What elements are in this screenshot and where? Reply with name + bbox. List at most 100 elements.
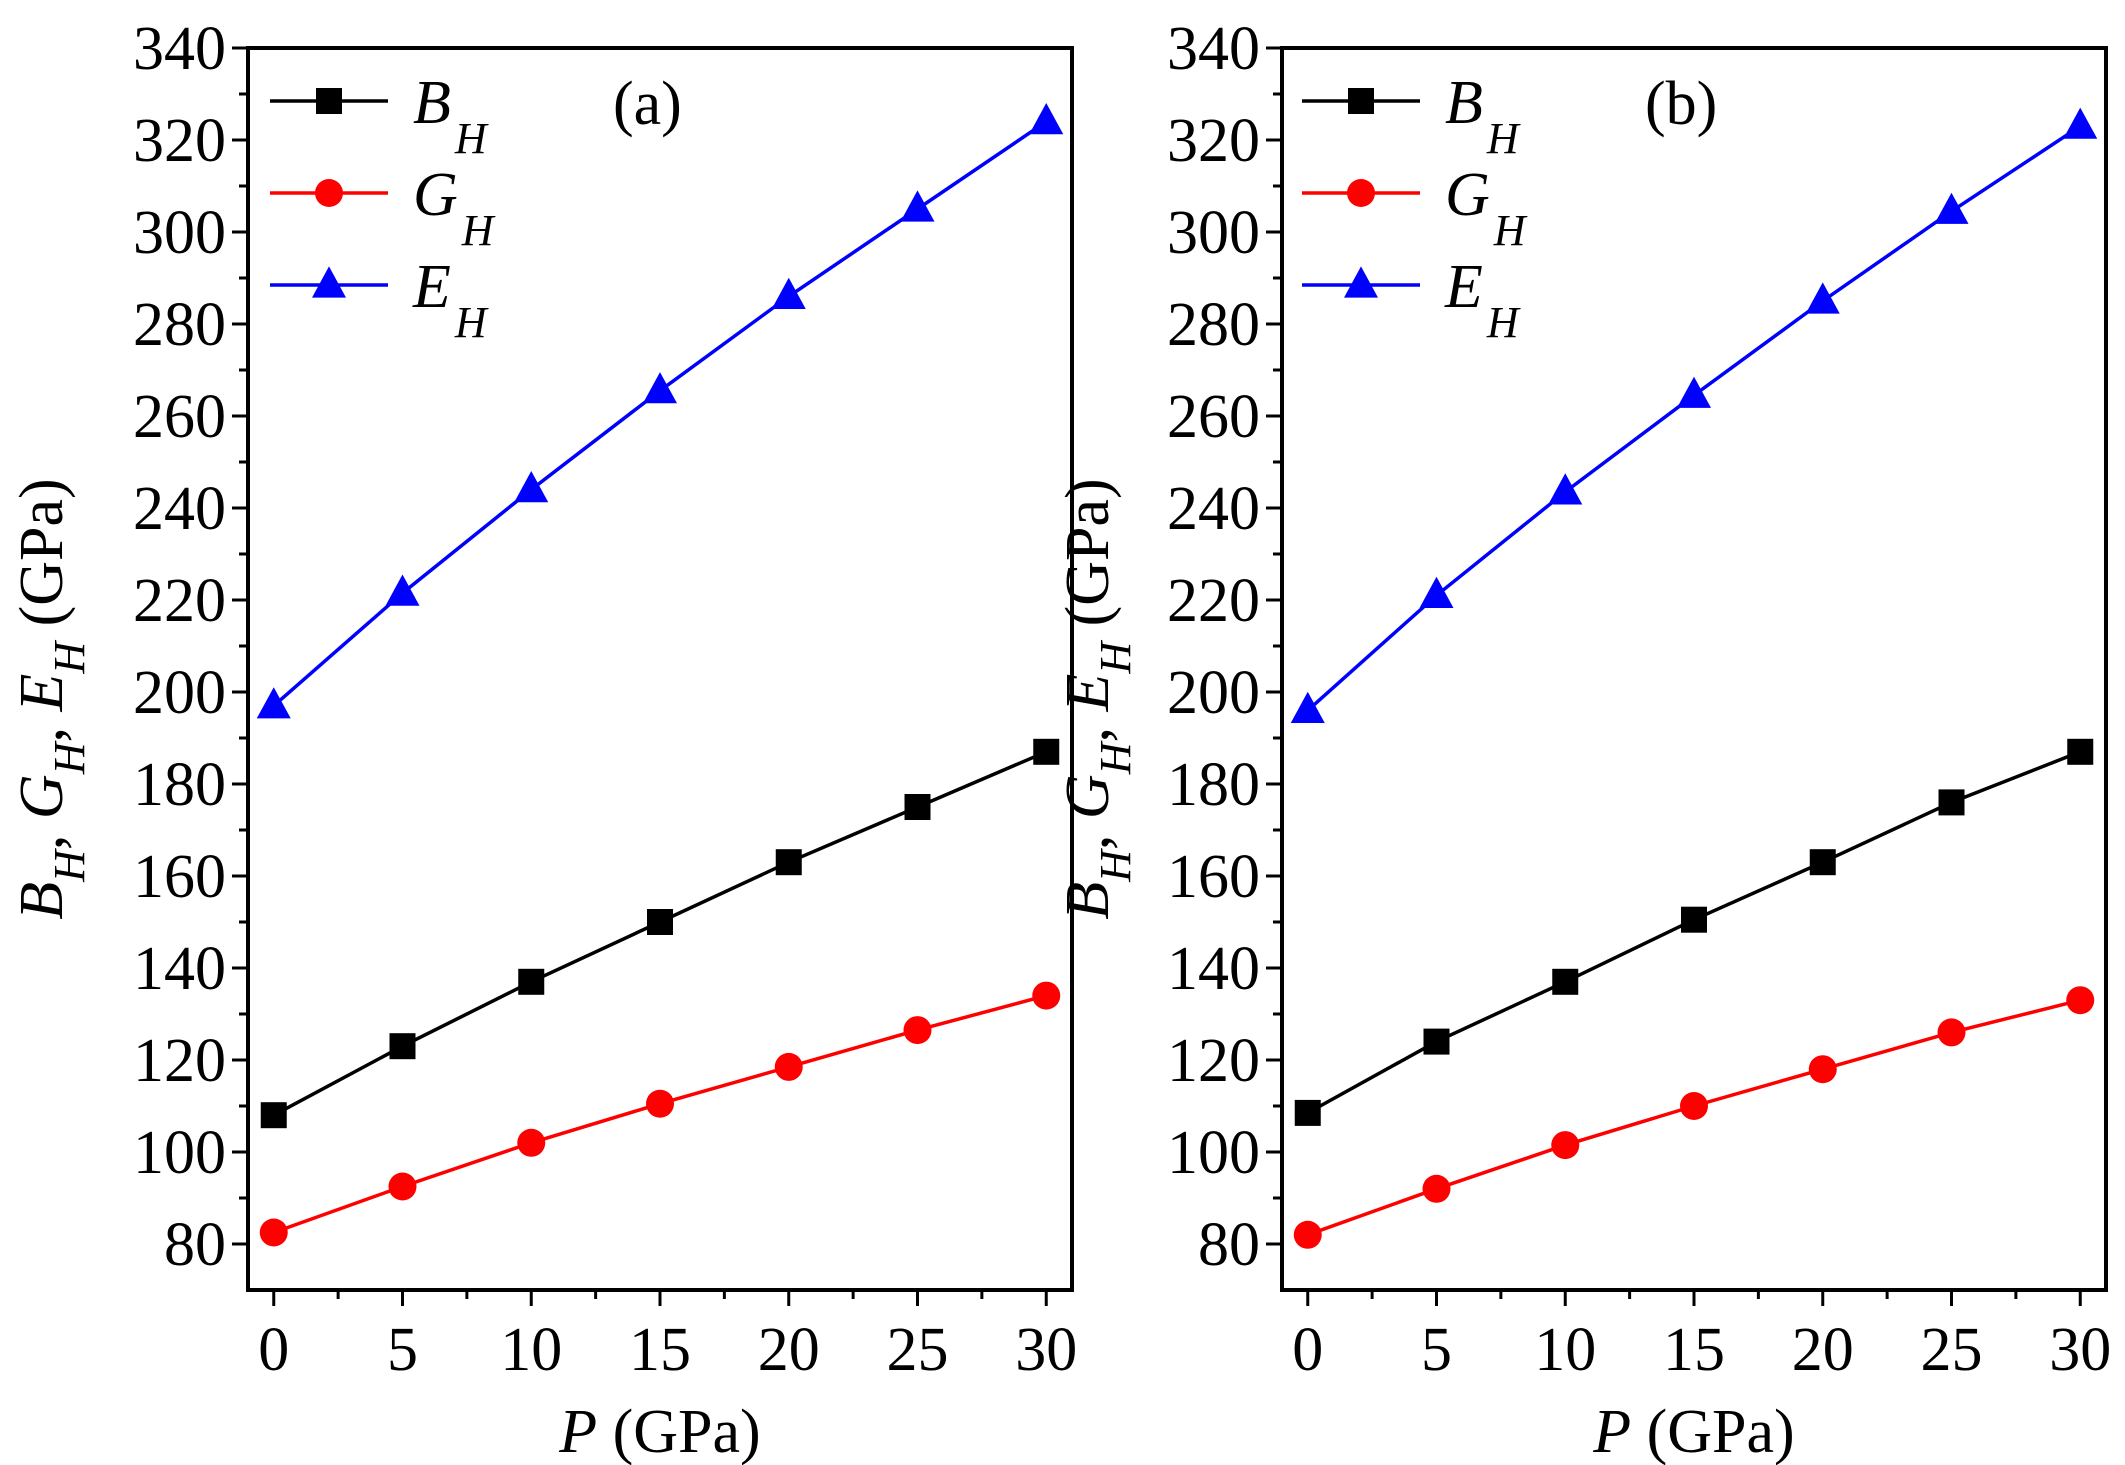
y-axis-title-sub: H [1091,740,1140,775]
legend-label-sub: H [1486,114,1521,163]
x-tick-label: 25 [887,1316,949,1384]
legend-marker [316,88,342,114]
data-point [1681,907,1707,933]
legend-label-sub: H [454,114,489,163]
data-point [1806,282,1840,313]
data-point [1552,969,1578,995]
y-tick-label: 80 [1198,1211,1260,1279]
y-axis-title-sep: , [1054,819,1122,850]
data-point [389,1173,417,1201]
x-axis-title-var: P [558,1398,597,1465]
y-tick-label: 260 [1167,383,1260,451]
x-axis-title-var: P [1592,1398,1631,1465]
x-tick-label: 10 [500,1316,562,1384]
legend-marker [1347,179,1375,207]
legend-label-sub: H [454,298,489,347]
legend-label: GH [1445,161,1528,255]
data-point [1291,692,1325,723]
data-point [1809,1055,1837,1083]
series-line [274,122,1047,706]
x-tick-label: 15 [1663,1316,1725,1384]
data-point [1424,1029,1450,1055]
legend-label-main: E [1444,253,1483,321]
x-tick-label: 30 [1015,1316,1077,1384]
data-point [1810,849,1836,875]
legend-label-main: G [413,161,458,229]
data-point [514,471,548,502]
data-point [1032,982,1060,1010]
chart-figure: 0 5 10 15 20 25 308010012014016018020022024026… [0,0,2125,1465]
legend-label: BH [1445,69,1521,163]
legend-item: EH [270,253,489,347]
data-point [1938,1018,1966,1046]
x-axis-title-unit: (GPa) [597,1398,761,1465]
y-tick-label: 100 [1167,1119,1260,1187]
y-tick-label: 220 [1167,567,1260,635]
y-axis-title: BH, GH, EH (GPa) [1054,478,1140,919]
data-point [775,1053,803,1081]
x-tick-label: 20 [1792,1316,1854,1384]
data-point [390,1033,416,1059]
y-tick-label: 80 [164,1211,226,1279]
legend-marker [1348,88,1374,114]
series-e-h [257,103,1064,718]
legend-label: GH [413,161,496,255]
y-axis-title: BH, GH, EH (GPa) [8,478,94,919]
data-point [1295,1100,1321,1126]
legend-label: BH [413,69,489,163]
y-tick-label: 300 [133,199,226,267]
data-point [904,1016,932,1044]
y-tick-label: 280 [133,291,226,359]
panel-a: 0 5 10 15 20 25 30 80 100 120 140 160 180 200 220 240 26… [8,15,1077,1465]
legend-item: GH [1302,161,1528,255]
y-axis-title-var: E [1054,674,1122,713]
y-tick-label: 240 [133,475,226,543]
y-axis-title-var: B [8,882,76,920]
y-tick-label: 160 [133,843,226,911]
y-axis-title-sub: H [45,640,94,675]
data-point [776,849,802,875]
legend-label-sub: H [1493,206,1528,255]
legend-item: EH [1302,253,1521,347]
y-tick-label: 100 [133,1119,226,1187]
data-point [647,909,673,935]
data-point [1294,1221,1322,1249]
y-tick-label: 200 [133,659,226,727]
y-axis-title-sep: , [1054,712,1122,743]
data-point [260,1219,288,1247]
legend-marker [312,266,346,297]
panel-label: (a) [613,70,682,138]
data-point [1677,377,1711,408]
data-point [2067,739,2093,765]
y-axis-title-unit: (GPa) [1054,478,1122,626]
legend-item: GH [270,161,496,255]
legend-label-main: B [1445,69,1483,137]
legend-marker [315,179,343,207]
series-b-h [261,739,1060,1128]
y-axis-title-var: E [8,674,76,713]
y-tick-label: 300 [1167,199,1260,267]
legend-label-main: G [1445,161,1490,229]
panel-label: (b) [1645,70,1717,138]
legend-label: EH [1444,253,1521,347]
y-axis-title-unit: (GPa) [8,478,76,626]
legend-item: BH [270,69,489,163]
panel-b: 0 5 10 15 20 25 308010012014016018020022024026… [1054,15,2111,1465]
x-tick-label: 10 [1534,1316,1596,1384]
y-tick-label: 180 [133,751,226,819]
x-axis-title: P (GPa) [558,1398,760,1465]
y-axis-title-sub: H [45,848,94,883]
legend-marker [1344,266,1378,297]
y-tick-label: 180 [1167,751,1260,819]
x-axis-title: P (GPa) [1592,1398,1794,1465]
legend-label: EH [412,253,489,347]
y-axis-title-var: G [1054,774,1122,819]
y-axis-title-sub: H [45,740,94,775]
y-tick-label: 140 [133,935,226,1003]
data-point [643,372,677,403]
series-g-h [1294,986,2095,1249]
x-tick-label: 0 [258,1316,289,1384]
x-tick-label: 15 [629,1316,691,1384]
